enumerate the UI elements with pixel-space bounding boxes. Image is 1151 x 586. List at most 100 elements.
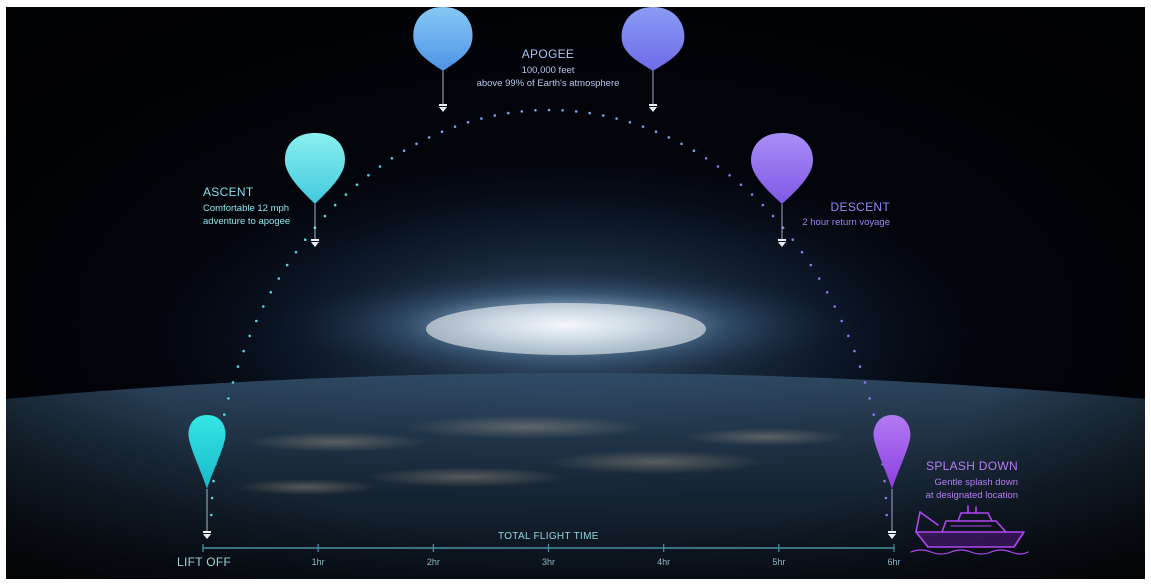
trajectory-dot — [863, 381, 867, 384]
trajectory-dot — [303, 238, 307, 241]
timeline-tick-label: 2hr — [426, 557, 440, 567]
trajectory-dot — [761, 203, 765, 207]
timeline-axis — [202, 544, 895, 552]
trajectory-path — [210, 108, 888, 517]
trajectory-dot — [242, 349, 245, 353]
splashdown-line1: Gentle splash down — [934, 477, 1018, 488]
trajectory-dot — [277, 277, 281, 280]
splash-balloon-icon — [873, 415, 911, 531]
descent-balloon-icon — [751, 133, 813, 239]
apogee-capsule-left-icon — [439, 104, 447, 112]
trajectory-dot — [507, 111, 510, 115]
trajectory-dot — [750, 193, 754, 196]
trajectory-dot — [588, 111, 591, 115]
trajectory-dot — [453, 125, 457, 128]
trajectory-dot — [440, 130, 444, 133]
trajectory-dot — [427, 136, 431, 139]
apogee-capsule-right-icon — [649, 104, 657, 112]
trajectory-dot — [641, 125, 645, 128]
trajectory-dot — [269, 291, 273, 294]
trajectory-dot — [493, 114, 497, 117]
trajectory-dot — [840, 319, 843, 323]
trajectory-dot — [817, 277, 821, 280]
trajectory-dot — [285, 263, 289, 267]
splash-capsule-icon — [888, 531, 896, 539]
trajectory-dot — [791, 238, 795, 241]
trajectory-dot — [680, 142, 683, 146]
trajectory-dot — [480, 117, 483, 120]
timeline-tick-label: 3hr — [541, 557, 555, 567]
trajectory-dot — [692, 149, 696, 152]
trajectory-dot — [367, 174, 370, 177]
trajectory-dot — [547, 108, 551, 112]
trajectory-dot — [561, 109, 564, 112]
splashdown-title: SPLASH DOWN — [926, 459, 1018, 473]
liftoff-capsule-icon — [203, 531, 211, 539]
timeline-tick-label: 4hr — [657, 557, 671, 567]
trajectory-dot — [885, 513, 888, 517]
trajectory-dot — [212, 479, 215, 483]
trajectory-dot — [574, 110, 578, 113]
trajectory-dot — [654, 130, 658, 133]
trajectory-dot — [615, 117, 618, 120]
trajectory-dot — [534, 109, 537, 112]
trajectory-dot — [667, 136, 671, 139]
trajectory-dot — [704, 157, 708, 160]
trajectory-dot — [868, 397, 871, 400]
trajectory-dot — [872, 413, 875, 416]
splashdown-line2: at designated location — [925, 490, 1018, 501]
trajectory-dot — [800, 250, 804, 254]
earth-background — [6, 7, 1145, 579]
descent-description: 2 hour return voyage — [802, 217, 890, 228]
apogee-balloon-right-icon — [621, 7, 685, 104]
timeline-tick-label: 1hr — [311, 557, 325, 567]
trajectory-dot — [344, 193, 348, 196]
trajectory-dot — [739, 183, 743, 186]
ascent-balloon-icon — [284, 133, 346, 239]
trajectory-dot — [223, 413, 226, 416]
trajectory-dot — [825, 291, 829, 294]
timeline-tick-label: 5hr — [772, 557, 786, 567]
trajectory-dot — [294, 250, 298, 254]
trajectory-dot — [847, 334, 850, 338]
trajectory-dot — [210, 496, 214, 500]
trajectory-dot — [601, 114, 605, 117]
trajectory-dot — [853, 349, 856, 353]
apogee-description: above 99% of Earth's atmosphere — [476, 78, 620, 89]
trajectory-dot — [466, 121, 470, 124]
trajectory-dot — [728, 174, 731, 177]
trajectory-dot — [884, 496, 888, 500]
descent-capsule-icon — [778, 239, 786, 247]
ascent-capsule-icon — [311, 239, 319, 247]
trajectory-dot — [236, 365, 240, 368]
trajectory-dot — [402, 149, 406, 152]
trajectory-dot — [210, 513, 213, 517]
trajectory-dot — [781, 226, 785, 229]
trajectory-dot — [858, 365, 862, 368]
flight-overlay — [188, 7, 1029, 555]
trajectory-dot — [628, 121, 632, 124]
total-flight-time-label: TOTAL FLIGHT TIME — [498, 531, 599, 542]
apogee-altitude: 100,000 feet — [521, 65, 575, 76]
trajectory-dot — [378, 165, 382, 168]
trajectory-dot — [227, 397, 230, 400]
trajectory-dot — [415, 142, 418, 146]
trajectory-dot — [355, 183, 359, 186]
trajectory-dot — [255, 319, 258, 323]
trajectory-dot — [833, 305, 836, 308]
ascent-speed: Comfortable 12 mph — [203, 203, 290, 214]
ascent-description: adventure to apogee — [203, 216, 291, 227]
trajectory-dot — [771, 214, 775, 218]
trajectory-dot — [231, 381, 235, 384]
trajectory-dot — [716, 165, 720, 168]
timeline-tick-label: 6hr — [887, 557, 901, 567]
ascent-title: ASCENT — [203, 185, 254, 199]
ship-icon — [910, 505, 1029, 555]
apogee-balloon-left-icon — [413, 7, 473, 104]
trajectory-dot — [248, 334, 251, 338]
trajectory-dot — [809, 263, 813, 267]
apogee-title: APOGEE — [521, 47, 575, 61]
flight-profile-scene: APOGEE 100,000 feet above 99% of Earth's… — [6, 7, 1145, 579]
trajectory-dot — [262, 305, 265, 308]
